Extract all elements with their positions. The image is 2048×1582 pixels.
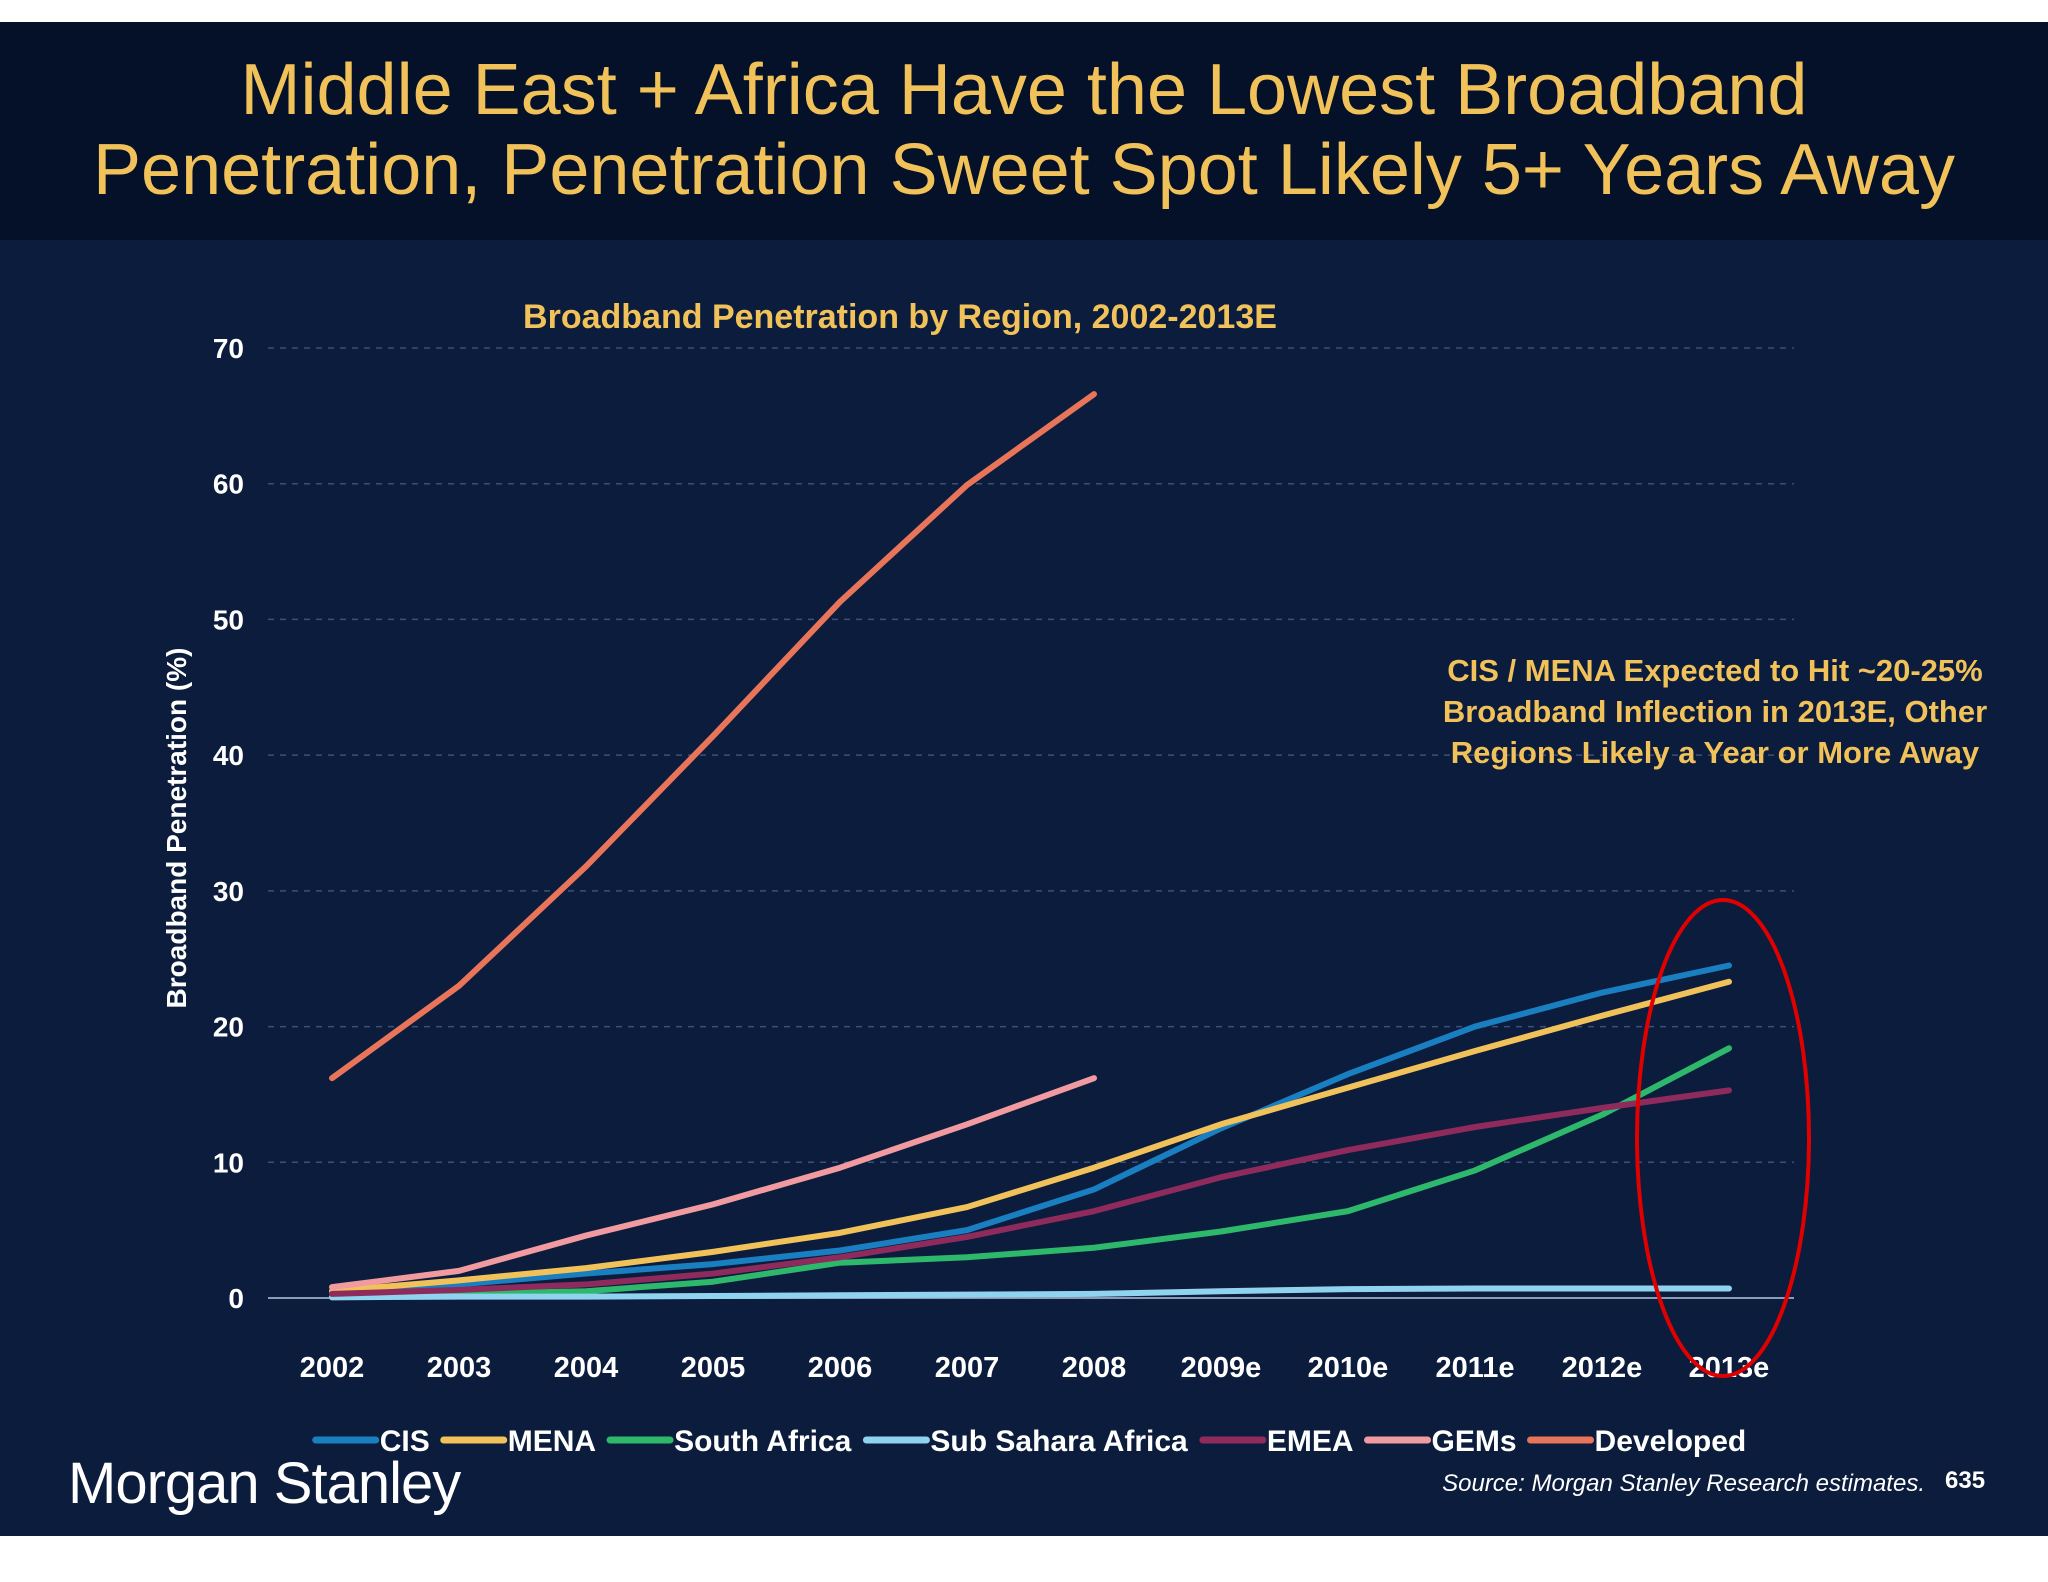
x-tick-label: 2010e [1308,1352,1389,1384]
highlight-ellipse [1635,898,1811,1378]
series-line-emea [329,1087,1732,1297]
series-line-mena [329,978,1732,1295]
legend-label-developed: Developed [1595,1425,1747,1458]
line-chart: Broadband Penetration by Region, 2002-20… [161,298,1811,1458]
x-tick-label: 2011e [1435,1352,1514,1384]
series-line-cis [329,962,1732,1295]
chart-title: Broadband Penetration by Region, 2002-20… [523,298,1277,336]
legend-label-south-africa: South Africa [674,1425,852,1458]
series-line-developed [329,391,1097,1082]
y-tick-label: 60 [213,469,244,500]
slide-title-line-2: Penetration, Penetration Sweet Spot Like… [93,130,1955,210]
legend-label-cis: CIS [380,1425,430,1458]
y-tick-label: 20 [213,1012,244,1043]
y-tick-label: 30 [213,876,244,907]
x-tick-label: 2009e [1181,1352,1262,1384]
legend-label-sub-sahara-africa: Sub Sahara Africa [930,1425,1188,1458]
legend-label-emea: EMEA [1267,1425,1354,1458]
series-lines [329,391,1732,1301]
x-tick-label: 2008 [1062,1352,1127,1384]
x-tick-label: 2003 [427,1352,492,1384]
source-note: Source: Morgan Stanley Research estimate… [1442,1470,1925,1497]
slide-title: Middle East + Africa Have the Lowest Bro… [0,50,2048,210]
x-tick-label: 2004 [554,1352,619,1384]
x-tick-label: 2005 [681,1352,746,1384]
x-tick-label: 2006 [808,1352,873,1384]
y-tick-label: 10 [213,1147,244,1178]
y-tick-labels: 0 10 20 30 40 50 60 70 [213,333,244,1314]
page-number: 635 [1945,1467,1986,1494]
slide: Middle East + Africa Have the Lowest Bro… [0,22,2048,1558]
legend: CIS MENA South Africa Sub Sahara Africa EMEA… [312,1425,1747,1458]
y-axis-label: Broadband Penetration (%) [161,648,192,1009]
y-tick-label: 50 [213,604,244,635]
series-line-gems [329,1075,1097,1291]
slide-title-line-1: Middle East + Africa Have the Lowest Bro… [240,50,1808,130]
y-tick-label: 70 [213,333,244,364]
legend-label-mena: MENA [508,1425,596,1458]
title-band [0,22,2048,240]
gridlines [268,347,1794,1164]
x-tick-label: 2012e [1562,1352,1643,1384]
x-tick-label: 2007 [935,1352,1000,1384]
series-line-sub-sahara-africa [329,1285,1732,1301]
series-line-south-africa [329,1045,1732,1300]
bottom-margin [0,1536,2048,1560]
x-tick-label: 2002 [300,1352,365,1384]
x-tick-labels: 2002 2003 2004 2005 2006 2007 2008 2009e 2010e 20… [300,1352,1770,1384]
y-tick-label: 0 [228,1283,244,1314]
callout-annotation: CIS / MENA Expected to Hit ~20-25% Broad… [1442,653,1988,770]
legend-label-gems: GEMs [1432,1425,1517,1458]
y-tick-label: 40 [213,740,244,771]
morgan-stanley-logo: Morgan Stanley [68,1451,461,1516]
